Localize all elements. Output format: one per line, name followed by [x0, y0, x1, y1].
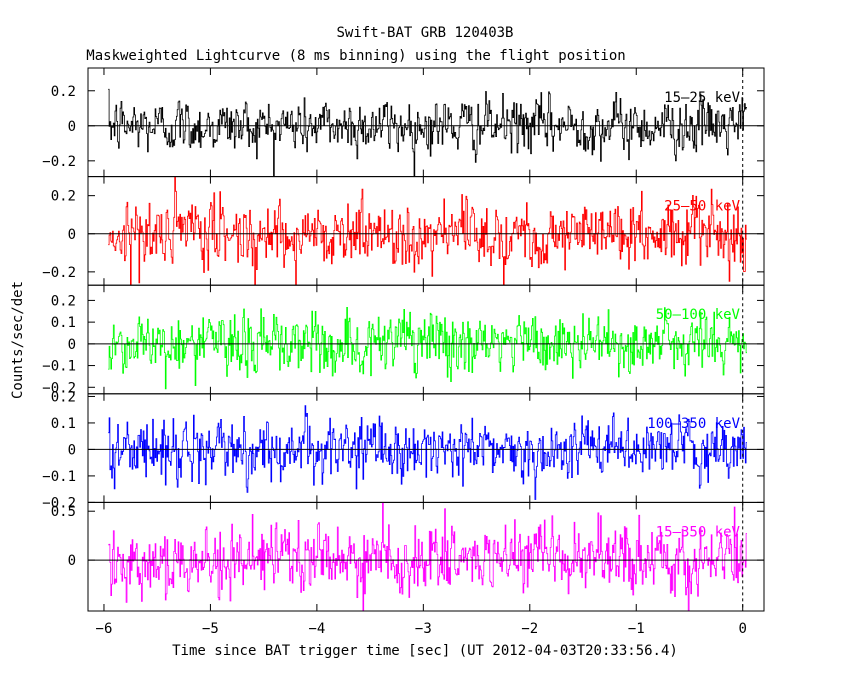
lightcurve-trace: [108, 88, 747, 177]
chart-subtitle: Maskweighted Lightcurve (8 ms binning) u…: [86, 48, 625, 64]
energy-band-label: 50–100 keV: [656, 307, 741, 323]
y-tick-label: −0.2: [42, 265, 76, 281]
y-tick-label: −0.2: [42, 495, 76, 511]
x-tick-label: 0: [738, 621, 746, 637]
y-tick-label: 0.2: [51, 389, 76, 405]
x-tick-label: −6: [96, 621, 113, 637]
lightcurve-trace: [108, 405, 747, 500]
y-tick-label: −0.1: [42, 359, 76, 375]
panels: −0.200.2 15–25 keV−0.200.225–50 keV−0.2−0…: [42, 67, 765, 637]
y-tick-label: 0: [68, 553, 76, 569]
x-tick-label: −1: [628, 621, 645, 637]
y-tick-label: 0.2: [51, 189, 76, 205]
y-tick-label: 0: [68, 442, 76, 458]
y-tick-label: 0.5: [51, 504, 76, 520]
y-tick-label: 0: [68, 337, 76, 353]
y-tick-label: 0: [68, 227, 76, 243]
x-tick-label: −3: [415, 621, 432, 637]
y-axis-label: Counts/sec/det: [10, 281, 26, 399]
lightcurve-trace: [108, 307, 747, 390]
panel-4: 0 0.5 15–350 keV: [51, 501, 765, 612]
y-tick-label: 0: [68, 119, 76, 135]
x-tick-label: −2: [521, 621, 538, 637]
chart-title: Swift-BAT GRB 120403B: [336, 25, 513, 41]
panel-frame: [87, 501, 765, 612]
lightcurve-trace: [108, 176, 747, 286]
lightcurve-trace: [108, 502, 747, 611]
x-tick-label: −4: [308, 621, 325, 637]
y-tick-label: 0.1: [51, 416, 76, 432]
energy-band-label: 100–350 keV: [647, 416, 740, 432]
y-tick-label: −0.1: [42, 469, 76, 485]
energy-band-label: 15–350 keV: [656, 524, 741, 540]
y-tick-label: −0.2: [42, 380, 76, 396]
y-tick-label: −0.2: [42, 154, 76, 170]
x-tick-label: −5: [202, 621, 219, 637]
y-tick-label: 0.1: [51, 315, 76, 331]
y-tick-label: 0.2: [51, 84, 76, 100]
panel-2: −0.2 −0.1 0 0.1 0.2 50–100 keV: [42, 284, 765, 396]
panel-0: −0.2 0 0.2 15–25 keV: [42, 67, 765, 178]
y-tick-label: 0.2: [51, 293, 76, 309]
energy-band-label: 15–25 keV: [664, 90, 740, 106]
panel-3: −0.2 −0.1 0 0.1 0.2 100–350 keV: [42, 389, 765, 511]
panel-1: −0.2 0 0.2 25–50 keV: [42, 176, 765, 286]
energy-band-label: 25–50 keV: [664, 199, 740, 215]
x-axis-label: Time since BAT trigger time [sec] (UT 20…: [172, 643, 678, 659]
